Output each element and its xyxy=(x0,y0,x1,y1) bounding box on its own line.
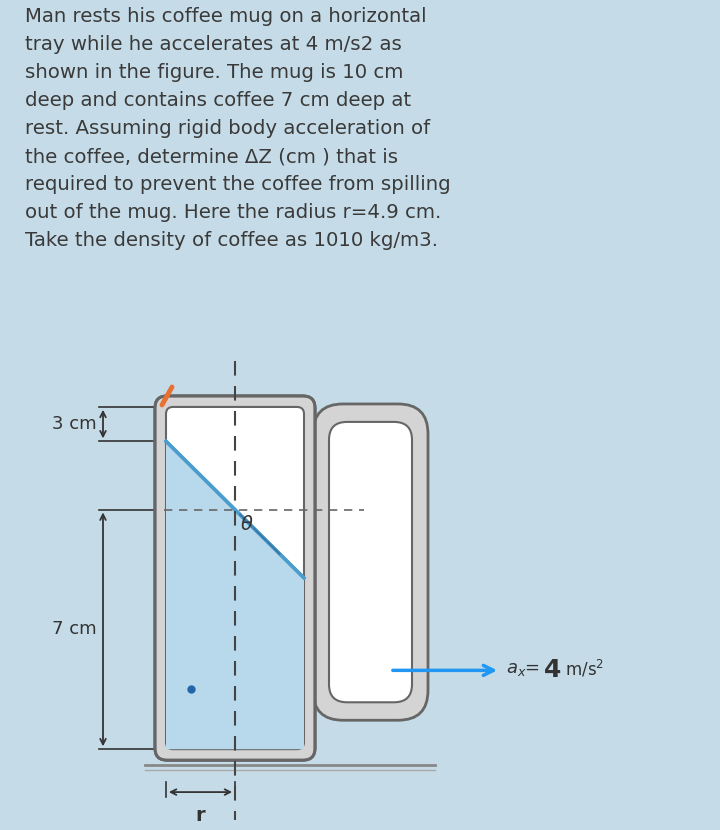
FancyBboxPatch shape xyxy=(155,396,315,760)
Text: Δz: Δz xyxy=(182,466,204,485)
Text: 4: 4 xyxy=(544,658,562,682)
Polygon shape xyxy=(166,442,304,749)
Text: m/s$^2$: m/s$^2$ xyxy=(560,659,604,680)
FancyBboxPatch shape xyxy=(329,422,412,702)
Text: θ: θ xyxy=(241,515,253,534)
Text: 7 cm: 7 cm xyxy=(53,620,97,638)
Text: 3 cm: 3 cm xyxy=(53,415,97,433)
FancyBboxPatch shape xyxy=(313,404,428,720)
FancyBboxPatch shape xyxy=(166,407,304,749)
Text: Man rests his coffee mug on a horizontal
tray while he accelerates at 4 m/s2 as
: Man rests his coffee mug on a horizontal… xyxy=(25,7,451,250)
Text: $a_x$=: $a_x$= xyxy=(506,661,540,678)
Text: r: r xyxy=(196,806,205,825)
Bar xyxy=(0,361,18,830)
Text: A: A xyxy=(199,683,212,701)
FancyBboxPatch shape xyxy=(155,396,315,760)
Polygon shape xyxy=(166,442,304,749)
FancyBboxPatch shape xyxy=(166,407,304,749)
